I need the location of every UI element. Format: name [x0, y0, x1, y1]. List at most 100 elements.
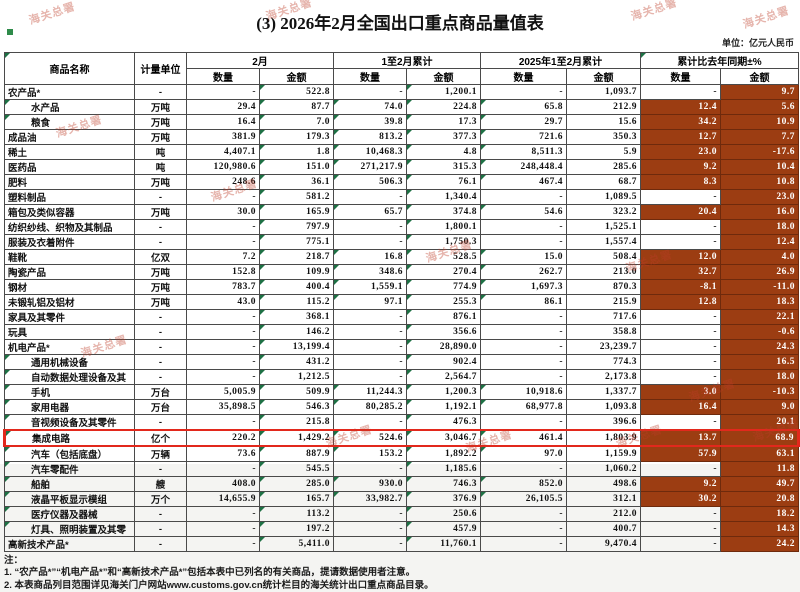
cum-qty-cell: 74.0	[333, 99, 407, 115]
prev-qty-cell: -	[480, 521, 567, 537]
prev-amt-cell: 498.6	[566, 476, 641, 492]
table-row: 液晶平板显示模组 万个 14,655.9 165.7 33,982.7 376.9 26,1…	[4, 491, 800, 507]
cum-qty-cell: 11,244.3	[333, 384, 407, 400]
prev-amt-cell: 212.0	[566, 506, 641, 522]
prev-qty-cell: 97.0	[480, 445, 567, 462]
unit-cell: 亿个	[134, 429, 187, 447]
prev-amt-cell: 400.7	[566, 521, 641, 537]
table-row: 家具及其零件 - -368.1-876.1-717.6-22.1	[4, 309, 800, 325]
feb-qty-cell: 14,655.9	[186, 491, 260, 507]
unit-cell: 吨	[134, 159, 187, 175]
pct-qty-cell: 34.2	[640, 114, 721, 130]
table-row: 船舶艘 408.0 285.0 930.0 746.3 852.0 498.6 9.2 49.7	[4, 476, 800, 492]
table-row: 医疗仪器及器械 - -113.2-250.6-212.0-18.2	[4, 506, 800, 522]
table-row: 肥料 万吨 248.6 36.1 506.3 76.1 467.4 68.7 8.3 10.8	[4, 174, 800, 190]
cum-amt-cell: 250.6	[406, 506, 481, 522]
prev-amt-cell: 213.0	[566, 264, 641, 280]
table-row: 家用电器 万台 35,898.5 546.3 80,285.2 1,192.1 68,977…	[4, 399, 800, 415]
pct-amt-cell: 14.3	[719, 521, 800, 537]
feb-qty-cell: 783.7	[186, 279, 260, 295]
cum-qty-cell: -	[333, 506, 407, 522]
feb-qty-cell: -	[186, 219, 260, 235]
commodity-name-cell: 自动数据处理设备及其	[4, 369, 135, 385]
prev-amt-cell: 9,470.4	[566, 536, 641, 552]
cum-amt-cell: 1,200.3	[406, 384, 481, 400]
cum-qty-cell: 10,468.3	[333, 144, 407, 160]
cum-amt-cell: 1,800.1	[406, 219, 481, 235]
cum-amt-cell: 1,892.2	[406, 445, 481, 462]
feb-qty-cell: -	[186, 324, 260, 340]
commodity-name-cell: 农产品*	[4, 84, 135, 100]
selection-marker	[7, 29, 13, 35]
cum-qty-cell: -	[333, 521, 407, 537]
pct-amt-cell: 24.3	[719, 339, 800, 355]
pct-amt-cell: 16.5	[719, 354, 800, 370]
pct-amt-cell: 5.6	[719, 99, 800, 115]
commodity-name-cell: 液晶平板显示模组	[4, 491, 135, 507]
unit-cell: 万吨	[134, 129, 187, 145]
cum-amt-cell: 270.4	[406, 264, 481, 280]
prev-qty-cell: 26,105.5	[480, 491, 567, 507]
commodity-name-cell: 粮食	[4, 114, 135, 130]
cum-qty-cell: -	[333, 414, 407, 431]
unit-note: 单位：亿元人民币	[721, 38, 794, 48]
commodity-name-cell: 高新技术产品*	[4, 536, 135, 552]
prev-amt-cell: 212.9	[566, 99, 641, 115]
cum-amt-cell: 374.8	[406, 204, 481, 220]
unit-cell: -	[134, 369, 187, 385]
commodity-name-cell: 集成电路	[3, 429, 135, 447]
prev-qty-cell: -	[480, 414, 567, 431]
pct-qty-cell: -	[640, 521, 721, 537]
prev-qty-cell: -	[480, 506, 567, 522]
unit-cell: -	[134, 324, 187, 340]
header-unit: 计量单位	[134, 52, 187, 85]
pct-amt-cell: 4.0	[719, 249, 800, 265]
prev-qty-cell: 15.0	[480, 249, 567, 265]
pct-qty-cell: 12.4	[640, 99, 721, 115]
commodity-name-cell: 稀土	[4, 144, 135, 160]
prev-qty-cell: 852.0	[480, 476, 567, 492]
commodity-name-cell: 手机	[4, 384, 135, 400]
unit-cell: -	[134, 339, 187, 355]
header-product: 商品名称	[4, 52, 135, 85]
pct-qty-cell: -	[640, 189, 721, 205]
header-amt: 金额	[566, 68, 641, 85]
header-group-cum: 1至2月累计	[333, 52, 481, 69]
feb-amt-cell: 5,411.0	[259, 536, 334, 552]
pct-qty-cell: 20.4	[640, 204, 721, 220]
commodity-name-cell: 灯具、照明装置及其零	[4, 521, 135, 537]
feb-qty-cell: -	[186, 189, 260, 205]
prev-amt-cell: 312.1	[566, 491, 641, 507]
unit-cell: 万吨	[134, 264, 187, 280]
feb-amt-cell: 522.8	[259, 84, 334, 100]
feb-qty-cell: 43.0	[186, 294, 260, 310]
prev-amt-cell: 1,093.8	[566, 399, 641, 415]
pct-amt-cell: 23.0	[719, 189, 800, 205]
pct-qty-cell: 3.0	[640, 384, 721, 400]
cum-qty-cell: -	[333, 339, 407, 355]
commodity-name-cell: 肥料	[4, 174, 135, 190]
footnote-item: 1. “农产品*”“机电产品*”和“高新技术产品*”包括本表中已列名的有关商品，…	[4, 567, 416, 579]
feb-amt-cell: 509.9	[259, 384, 334, 400]
cum-amt-cell: 356.6	[406, 324, 481, 340]
commodity-name-cell: 箱包及类似容器	[4, 204, 135, 220]
pct-amt-cell: 10.8	[719, 174, 800, 190]
pct-amt-cell: 9.0	[719, 399, 800, 415]
prev-amt-cell: 774.3	[566, 354, 641, 370]
feb-amt-cell: 165.7	[259, 491, 334, 507]
commodity-name-cell: 家具及其零件	[4, 309, 135, 325]
prev-qty-cell: -	[480, 324, 567, 340]
feb-qty-cell: -	[186, 234, 260, 250]
cum-qty-cell: 813.2	[333, 129, 407, 145]
feb-amt-cell: 87.7	[259, 99, 334, 115]
pct-amt-cell: 26.9	[719, 264, 800, 280]
header-qty: 数量	[186, 68, 260, 85]
cum-amt-cell: 1,200.1	[406, 84, 481, 100]
commodity-name-cell: 未锻轧铝及铝材	[4, 294, 135, 310]
footnote-label: 注：	[4, 555, 24, 566]
prev-amt-cell: 5.9	[566, 144, 641, 160]
pct-amt-cell: 24.2	[719, 536, 800, 552]
pct-amt-cell: 63.1	[719, 445, 800, 462]
prev-amt-cell: 1,089.5	[566, 189, 641, 205]
prev-qty-cell: 54.6	[480, 204, 567, 220]
